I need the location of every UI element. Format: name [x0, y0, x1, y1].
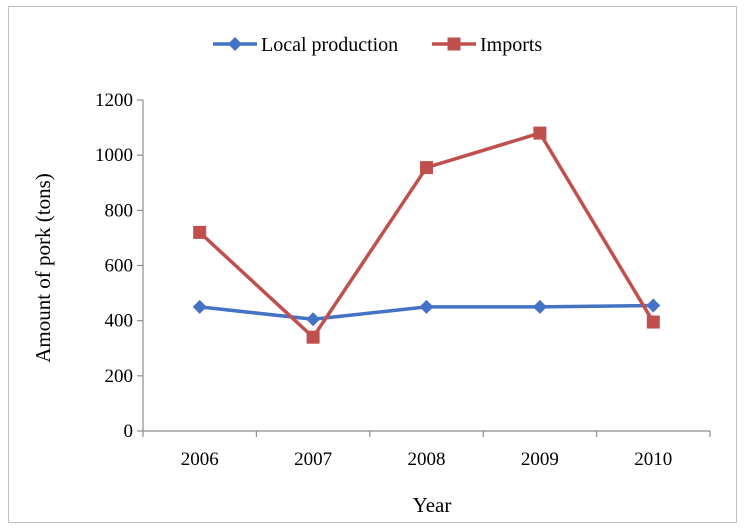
legend-marker-0 [228, 37, 242, 51]
data-point-marker [419, 299, 434, 314]
x-tick-label: 2007 [294, 449, 332, 470]
y-tick-label: 1200 [95, 90, 133, 111]
y-tick-label: 200 [105, 366, 134, 387]
data-point-marker [533, 126, 547, 140]
y-tick-label: 0 [124, 421, 134, 442]
data-point-marker [306, 330, 320, 344]
x-tick-label: 2010 [634, 449, 672, 470]
data-point-marker [532, 299, 547, 314]
y-tick-label: 800 [105, 200, 134, 221]
y-tick-label: 600 [105, 256, 134, 277]
data-point-marker [193, 225, 207, 239]
axes [142, 100, 710, 432]
chart-frame [8, 6, 737, 523]
y-ticks: 0 200 400 600 800 1000 1200 [95, 90, 143, 442]
y-axis-title: Amount of pork (tons) [31, 173, 55, 363]
x-tick-label: 2008 [408, 449, 446, 470]
data-point-marker [646, 298, 661, 313]
legend-label-1: Imports [480, 34, 542, 56]
x-ticks: 2006 2007 2008 2009 2010 [142, 431, 711, 470]
data-point-marker [646, 315, 660, 329]
y-tick-label: 400 [105, 311, 134, 332]
data-point-marker [192, 299, 207, 314]
x-axis-title: Year [413, 493, 452, 517]
series-markers [192, 126, 661, 344]
y-tick-label: 1000 [95, 145, 133, 166]
x-tick-label: 2009 [521, 449, 559, 470]
data-point-marker [420, 161, 433, 175]
legend-marker-1 [447, 37, 461, 51]
data-point-marker [306, 312, 321, 327]
legend-label-0: Local production [261, 34, 398, 56]
legend: Local production Imports [213, 34, 542, 56]
x-tick-label: 2006 [181, 449, 219, 470]
